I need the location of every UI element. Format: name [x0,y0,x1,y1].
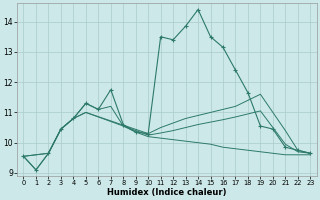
X-axis label: Humidex (Indice chaleur): Humidex (Indice chaleur) [107,188,227,197]
